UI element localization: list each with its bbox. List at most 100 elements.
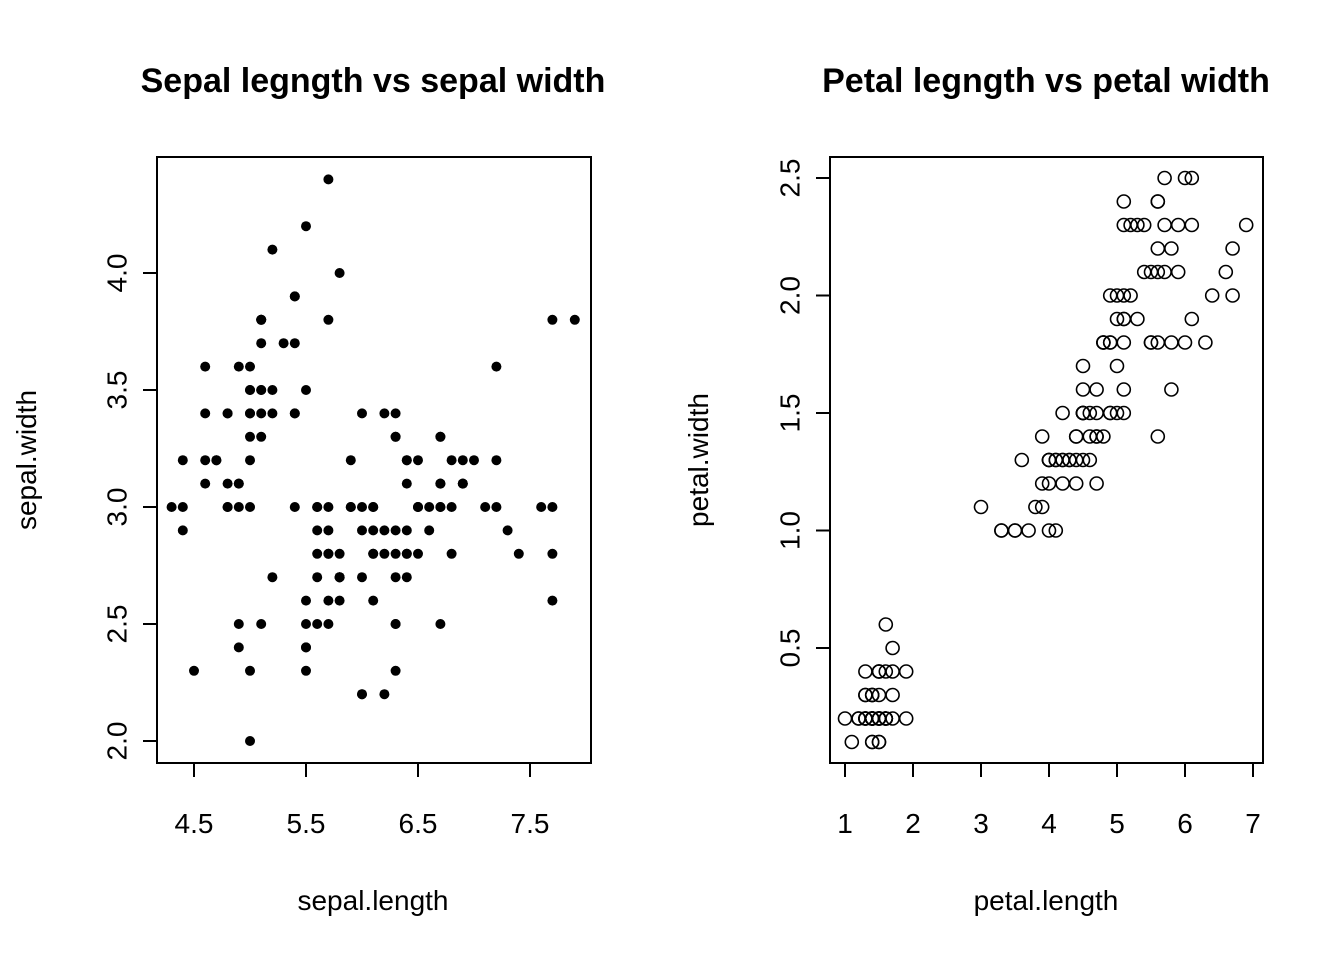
data-point [1164, 382, 1179, 397]
data-point [1082, 405, 1098, 421]
data-point [312, 572, 323, 583]
data-point [1041, 523, 1057, 538]
data-point [357, 408, 367, 419]
data-point [323, 525, 334, 536]
data-point [379, 689, 390, 700]
data-point [267, 572, 278, 583]
data-point [245, 431, 255, 442]
data-point [345, 455, 356, 466]
data-point [864, 687, 880, 703]
data-point [1116, 335, 1132, 350]
data-point [424, 525, 435, 536]
data-point [323, 595, 334, 606]
data-point [368, 502, 379, 512]
x-tick-label: 4.5 [175, 808, 214, 839]
data-point [1157, 217, 1172, 233]
data-point [1150, 429, 1166, 444]
data-point [878, 664, 894, 679]
y-tick-label: 2.0 [774, 276, 805, 315]
data-point [256, 408, 267, 419]
data-point [1150, 241, 1166, 256]
data-point [379, 408, 390, 419]
data-point [1177, 170, 1193, 186]
y-tick-label: 4.0 [101, 254, 132, 293]
data-point [1028, 499, 1043, 515]
data-point [379, 525, 390, 536]
x-tick-label: 5 [1109, 808, 1125, 839]
data-point [1116, 382, 1132, 397]
data-point [1055, 452, 1070, 468]
data-point [334, 595, 345, 606]
data-point [435, 478, 446, 489]
data-point [885, 687, 900, 703]
data-point [1034, 429, 1050, 444]
y-tick-label: 3.5 [101, 371, 132, 410]
data-point [871, 664, 887, 679]
y-axis-label: sepal.width [11, 390, 42, 530]
data-point [898, 664, 914, 679]
data-point [1075, 358, 1091, 374]
data-point [267, 244, 278, 255]
data-point [885, 640, 900, 656]
chart-title: Sepal legngth vs sepal width [141, 62, 606, 100]
data-point [1164, 241, 1179, 256]
data-point [547, 595, 558, 606]
data-point [357, 689, 367, 700]
data-point [189, 665, 199, 676]
data-point [301, 221, 311, 232]
data-point [547, 548, 558, 559]
data-point [245, 665, 255, 676]
y-axis-label: petal.width [683, 393, 714, 527]
data-point [1034, 499, 1050, 515]
data-point [858, 664, 873, 679]
data-point [357, 502, 367, 512]
data-point [222, 502, 233, 512]
data-point [323, 502, 334, 512]
x-tick-label: 7.5 [511, 808, 550, 839]
data-point [864, 734, 880, 750]
chart-title: Petal legngth vs petal width [822, 62, 1270, 100]
data-point [1068, 429, 1084, 444]
data-point [256, 619, 267, 629]
data-point [1102, 288, 1118, 303]
data-point [401, 548, 412, 559]
data-point [898, 711, 914, 726]
data-point [1021, 523, 1036, 538]
data-point [1198, 335, 1213, 350]
data-points [837, 170, 1254, 750]
x-tick-label: 2 [905, 808, 921, 839]
data-point [312, 525, 323, 536]
y-tick-label: 2.5 [101, 605, 132, 644]
data-point [301, 642, 311, 653]
data-point [1170, 217, 1186, 233]
data-point [312, 619, 323, 629]
data-point [858, 687, 873, 703]
data-point [1089, 429, 1104, 444]
data-point [1116, 405, 1132, 421]
data-point [368, 595, 379, 606]
x-axis-label: petal.length [974, 885, 1119, 916]
y-axis: 0.5 1.0 1.5 2.0 2.5 [774, 159, 831, 667]
plot-frame [156, 156, 592, 764]
data-point [200, 361, 211, 372]
data-point [256, 314, 267, 325]
data-point [222, 478, 233, 489]
data-point [1116, 311, 1132, 327]
data-point [424, 502, 435, 512]
data-points [166, 174, 580, 746]
data-point [245, 455, 255, 466]
data-point [446, 548, 457, 559]
data-point [312, 502, 323, 512]
data-point [457, 455, 468, 466]
data-point [289, 408, 300, 419]
data-point [390, 525, 401, 536]
data-point [1225, 241, 1240, 256]
data-point [413, 502, 423, 512]
data-point [491, 455, 502, 466]
data-point [1068, 476, 1084, 491]
data-point [1184, 170, 1200, 186]
data-point [267, 385, 278, 395]
data-point [1184, 217, 1200, 233]
data-point [401, 525, 412, 536]
data-point [401, 478, 412, 489]
